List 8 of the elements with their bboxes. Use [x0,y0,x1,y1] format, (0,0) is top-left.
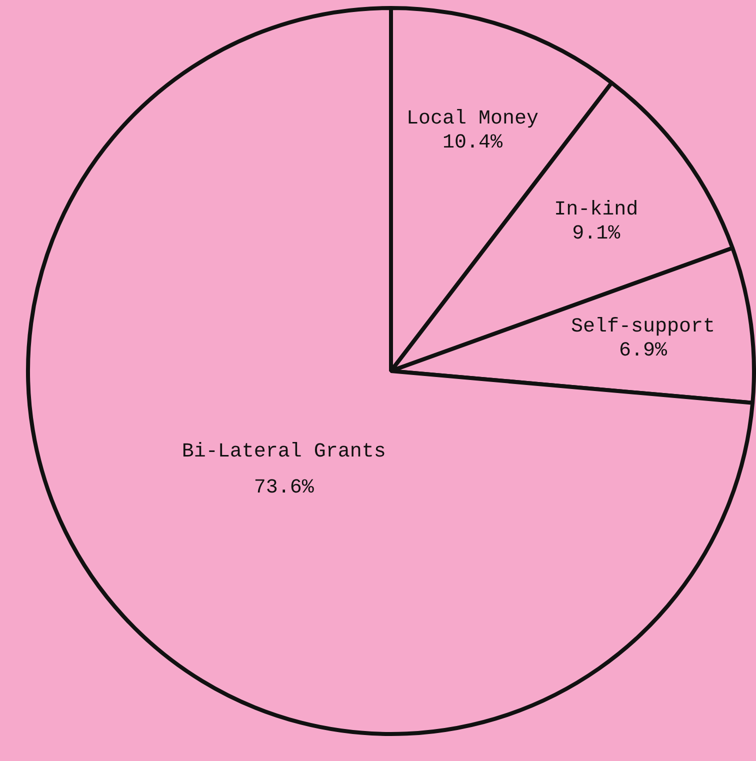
slice-label: In-kind [554,198,638,222]
data-label: 10.4% [442,132,504,155]
data-label: 73.6% [254,476,315,500]
data-label: 9.1% [572,222,622,246]
slice-label: Self-support [570,316,716,339]
data-label: 6.9% [618,340,668,363]
slice-label: Bi-Lateral Grants [182,440,386,464]
slice-label: Local Money [406,108,539,131]
